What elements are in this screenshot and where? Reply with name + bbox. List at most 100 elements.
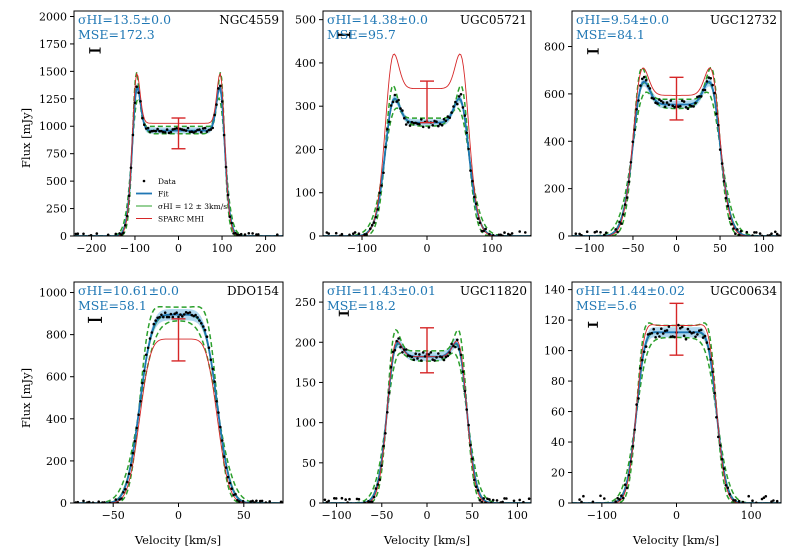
data-point [141,381,144,385]
data-point [616,496,619,500]
data-point [686,107,690,110]
data-point [146,346,150,350]
mse-annotation: MSE=5.6 [576,298,637,313]
data-point [203,126,207,130]
data-point [241,499,245,503]
data-point [717,123,720,127]
data-point [751,499,754,503]
data-point [620,494,623,498]
data-point [165,315,169,319]
x-tick-label: 0 [673,242,680,255]
data-point [154,319,157,322]
data-point [648,87,652,90]
ylabel-top: Flux [mJy] [19,108,33,168]
data-point [135,426,138,430]
data-point [127,472,131,476]
data-point [694,335,697,339]
data-point [734,499,737,502]
data-point [382,444,385,448]
y-tick-label: 20 [551,467,565,480]
data-point [654,336,657,339]
sigma-annotation: σHI=10.61±0.0 [78,283,179,298]
data-point [378,478,382,481]
data-point [635,108,638,111]
data-point [408,124,412,127]
data-point [156,127,159,131]
data-point [474,202,478,205]
x-tick-label: 0 [424,242,431,255]
data-point [623,203,627,206]
data-point [258,499,262,503]
plot-area [74,72,283,236]
data-point [618,498,621,501]
y-tick-label: 0 [309,230,316,243]
data-point [599,494,602,498]
data-point [393,93,397,97]
data-point [363,233,366,236]
y-tick-label: 600 [46,371,67,384]
data-point [448,116,452,119]
data-point [232,232,235,235]
data-point [454,345,457,349]
data-point [442,358,446,362]
data-point [158,315,161,319]
y-tick-label: 200 [295,143,316,156]
data-point [141,116,144,120]
data-point [510,232,514,235]
data-point [631,445,635,448]
y-tick-label: 800 [46,329,67,342]
data-point [365,233,368,236]
data-point [480,229,484,233]
y-tick-label: 80 [551,375,565,388]
data-point [133,101,137,105]
mse-annotation: MSE=95.7 [327,27,396,42]
legend-label-sigma12: σHI = 12 ± 3km/s [158,202,227,211]
data-point [737,499,741,503]
data-point [348,497,351,501]
x-tick-label: −100 [321,509,351,522]
data-point [682,334,686,338]
data-point [220,100,224,103]
data-point [376,483,380,486]
data-point [255,233,258,236]
y-tick-label: 200 [295,336,316,349]
data-point [692,331,695,334]
data-point [459,353,463,357]
data-point [711,370,714,374]
data-point [171,315,175,319]
data-point [690,104,693,108]
data-point [421,125,425,129]
x-tick-label: −200 [76,242,106,255]
data-point [127,194,131,197]
data-point [728,217,731,220]
axes-frame [571,10,782,237]
data-point [713,91,716,95]
data-point [222,455,226,458]
data-point [348,233,351,236]
data-point [76,232,80,235]
panel-ugc12732: −100 −50 0 50 100 0 200 400 600 800 σHI=9.54±0.0MS… [544,10,782,255]
data-point [585,230,589,233]
data-point [726,486,730,490]
data-point [622,213,625,216]
data-point [380,464,383,468]
sigma-annotation: σHI=9.54±0.0 [576,12,669,27]
data-point [775,499,779,503]
data-point [620,222,623,225]
xlabel-left: Velocity [km/s] [134,533,221,547]
data-point [614,228,617,231]
data-point [391,350,395,354]
data-point [734,232,737,235]
data-point [173,312,176,316]
data-point [384,145,387,149]
data-point [215,400,218,403]
data-point [198,319,201,322]
data-point [518,230,521,233]
data-point [703,334,707,338]
data-point [211,126,214,130]
data-point [188,130,192,134]
data-point [646,84,650,88]
data-point [76,500,80,503]
data-point [148,337,152,340]
y-tick-label: 400 [46,413,67,426]
